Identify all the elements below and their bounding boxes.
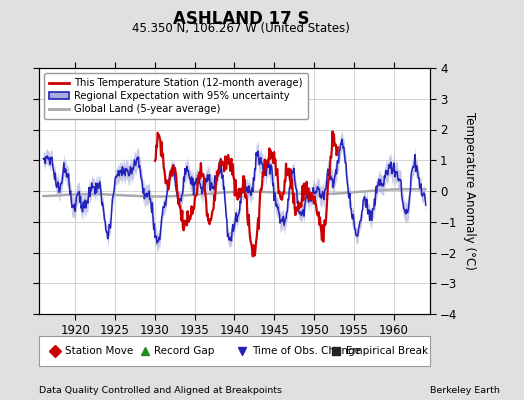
Text: Data Quality Controlled and Aligned at Breakpoints: Data Quality Controlled and Aligned at B… <box>39 386 282 395</box>
Text: Station Move: Station Move <box>64 346 133 356</box>
Text: Empirical Break: Empirical Break <box>346 346 428 356</box>
Y-axis label: Temperature Anomaly (°C): Temperature Anomaly (°C) <box>463 112 476 270</box>
Text: ASHLAND 17 S: ASHLAND 17 S <box>173 10 309 28</box>
Legend: This Temperature Station (12-month average), Regional Expectation with 95% uncer: This Temperature Station (12-month avera… <box>45 73 308 119</box>
Text: 45.350 N, 106.267 W (United States): 45.350 N, 106.267 W (United States) <box>132 22 350 35</box>
Text: Time of Obs. Change: Time of Obs. Change <box>252 346 361 356</box>
Text: Berkeley Earth: Berkeley Earth <box>430 386 499 395</box>
Text: Record Gap: Record Gap <box>155 346 215 356</box>
